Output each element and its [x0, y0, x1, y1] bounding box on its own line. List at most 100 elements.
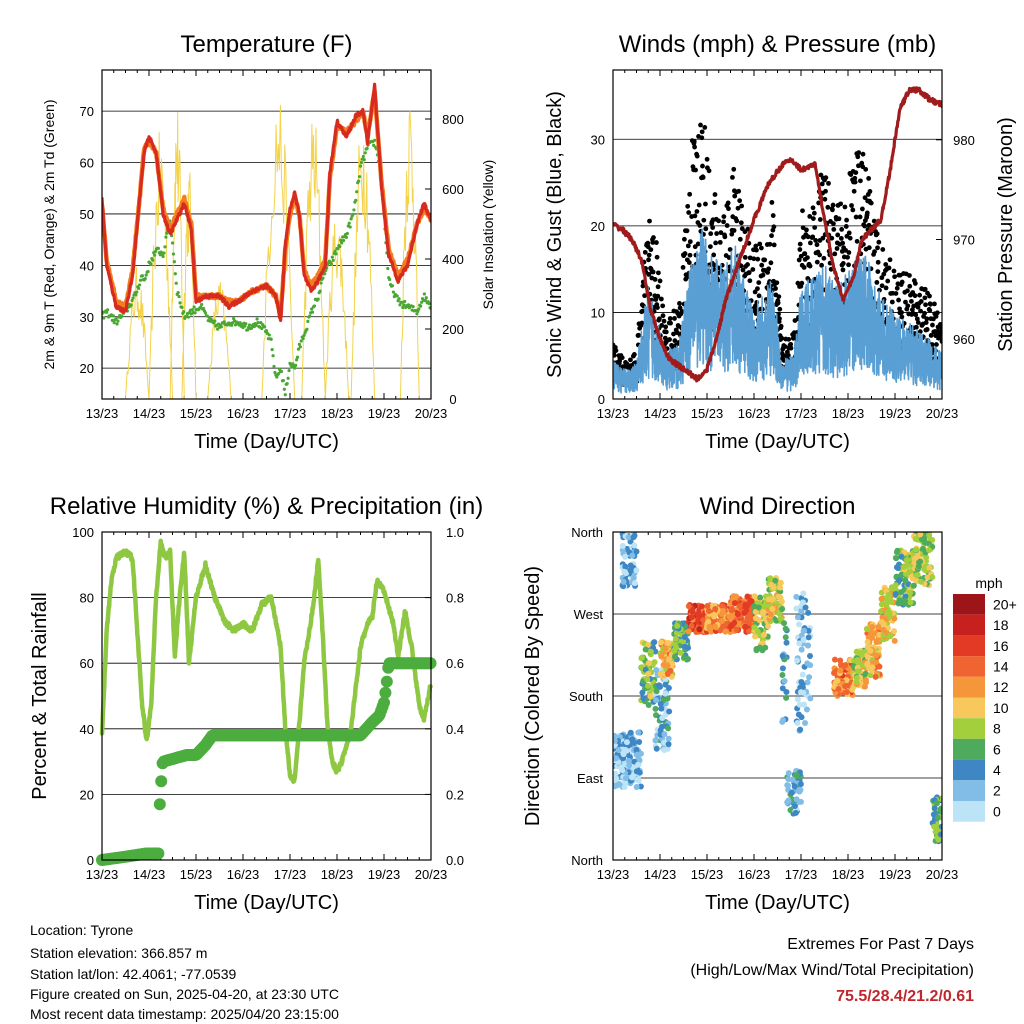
dewpoint-point	[247, 323, 252, 327]
dewpoint-point	[373, 138, 377, 142]
dewpoint-point	[153, 253, 157, 257]
legend-swatch	[953, 780, 985, 801]
dewpoint-point	[395, 294, 399, 298]
gust-point	[700, 163, 705, 169]
direction-point	[783, 689, 790, 696]
precip-point	[153, 798, 166, 811]
direction-point	[712, 605, 719, 612]
gust-point	[737, 198, 743, 204]
gust-point	[874, 231, 880, 237]
direction-point	[613, 775, 620, 782]
direction-point	[711, 623, 718, 630]
direction-point	[732, 595, 739, 602]
direction-point	[768, 581, 775, 588]
gust-point	[867, 189, 873, 194]
direction-point	[803, 706, 810, 713]
chart-title: Relative Humidity (%) & Precipitation (i…	[50, 493, 483, 520]
gust-point	[718, 230, 724, 236]
dewpoint-point	[246, 328, 250, 332]
direction-point	[798, 678, 805, 685]
direction-point	[685, 603, 692, 610]
direction-point	[653, 697, 660, 704]
legend-label: 16	[993, 638, 1009, 654]
gust-point	[717, 239, 723, 245]
y-tick-label: 70	[80, 104, 94, 119]
gust-point	[887, 257, 893, 263]
panel-1: 13/23 14/23 15/23 16/23 17/23 18/23 19/23 20/23…	[41, 31, 496, 453]
gust-point	[905, 288, 910, 294]
direction-point	[688, 614, 695, 621]
direction-point	[864, 660, 871, 667]
direction-point	[883, 601, 890, 608]
temp-2m-line	[102, 82, 431, 323]
gust-point	[883, 262, 889, 267]
dewpoint-point	[192, 305, 196, 309]
gust-point	[918, 308, 924, 314]
direction-point	[665, 725, 672, 732]
dewpoint-point	[423, 298, 427, 303]
x-tick-label: 14/23	[644, 406, 677, 421]
gust-point	[686, 210, 692, 215]
precip-point	[379, 686, 392, 699]
x-tick-label: 18/23	[832, 406, 865, 421]
y-tick-label: 30	[80, 310, 94, 325]
y2-tick-label: 0.4	[446, 722, 464, 737]
gust-point	[746, 270, 752, 275]
y-axis-label: Sonic Wind & Gust (Blue, Black)	[544, 91, 566, 378]
direction-point	[751, 603, 758, 610]
gust-point	[883, 285, 889, 291]
direction-point	[719, 617, 726, 624]
gust-point	[660, 313, 666, 319]
direction-point	[673, 644, 680, 651]
dewpoint-point	[296, 347, 301, 351]
direction-point	[782, 634, 789, 641]
dewpoint-point	[340, 241, 344, 245]
gust-point	[771, 242, 777, 248]
direction-point	[787, 807, 794, 814]
gust-point	[915, 320, 921, 325]
gust-point	[654, 240, 659, 245]
direction-point	[657, 727, 664, 734]
direction-point	[880, 626, 887, 633]
gust-point	[677, 301, 682, 306]
gust-point	[885, 278, 891, 284]
y2-tick-label: 0.0	[446, 853, 464, 868]
y2-axis-label: Station Pressure (Maroon)	[995, 117, 1017, 352]
gust-point	[711, 252, 717, 258]
gust-point	[740, 267, 746, 273]
wind-line	[613, 228, 942, 394]
gust-point	[760, 272, 766, 278]
gust-point	[907, 283, 913, 289]
direction-point	[796, 640, 803, 647]
direction-point	[645, 660, 652, 667]
gust-point	[859, 206, 865, 212]
gust-point	[771, 224, 777, 230]
y-tick-label: North	[571, 525, 603, 540]
dewpoint-point	[352, 208, 356, 212]
x-tick-label: 14/23	[133, 867, 166, 882]
dewpoint-point	[386, 266, 390, 271]
dewpoint-point	[279, 369, 284, 374]
direction-point	[706, 623, 713, 630]
gust-point	[691, 139, 697, 144]
gust-point	[655, 305, 660, 310]
gust-point	[840, 261, 846, 266]
direction-point	[627, 729, 634, 736]
y-tick-label: 60	[80, 656, 94, 671]
direction-point	[639, 654, 646, 661]
extremes-title: Extremes For Past 7 Days	[787, 936, 974, 953]
gust-point	[694, 209, 700, 214]
gust-point	[745, 226, 751, 232]
gust-point	[694, 153, 700, 159]
direction-point	[872, 673, 879, 680]
dewpoint-point	[173, 272, 177, 276]
direction-point	[806, 674, 813, 681]
dewpoint-point	[294, 363, 298, 367]
dewpoint-point	[417, 307, 421, 311]
gust-point	[811, 210, 817, 216]
gust-point	[852, 175, 858, 181]
direction-point	[799, 671, 806, 678]
direction-point	[867, 647, 874, 654]
direction-point	[640, 695, 647, 702]
footer-latlon: Station lat/lon: 42.4061; -77.0539	[30, 966, 237, 982]
